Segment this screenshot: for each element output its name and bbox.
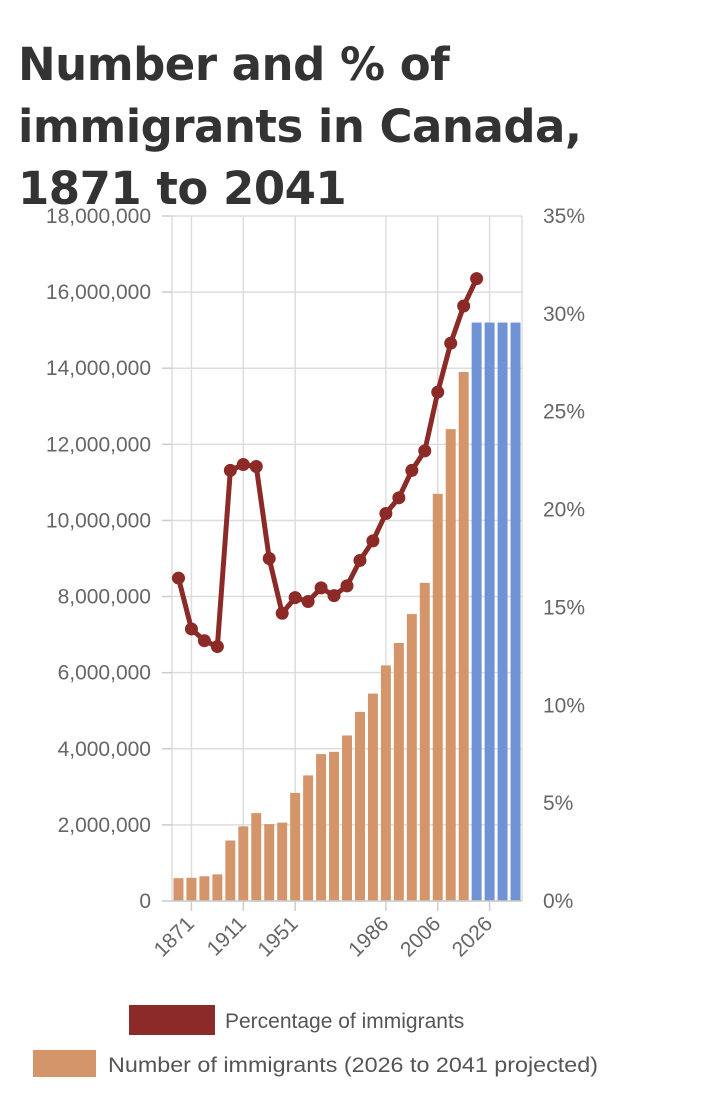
bar bbox=[316, 754, 327, 901]
line-point bbox=[444, 336, 458, 350]
x-tick-label: 1986 bbox=[344, 912, 393, 961]
line-point bbox=[314, 581, 328, 595]
line-point bbox=[392, 491, 406, 505]
y-right-tick-label: 35% bbox=[543, 205, 585, 228]
y-right-tick-label: 10% bbox=[543, 694, 585, 717]
line-point bbox=[457, 299, 471, 313]
bar bbox=[303, 775, 314, 901]
bar bbox=[458, 372, 469, 901]
legend: Percentage of immigrants Number of immigr… bbox=[33, 1005, 598, 1077]
line-series bbox=[171, 272, 484, 654]
y-left-tick-label: 12,000,000 bbox=[46, 433, 151, 456]
y-left-tick-label: 4,000,000 bbox=[58, 738, 151, 761]
y-left-tick-label: 10,000,000 bbox=[46, 509, 151, 532]
line-point bbox=[184, 622, 198, 636]
bar bbox=[173, 878, 184, 901]
line-point bbox=[223, 463, 237, 477]
x-tick-label: 1871 bbox=[150, 912, 199, 961]
line-point bbox=[405, 463, 419, 477]
bar bbox=[380, 665, 391, 901]
line-point bbox=[249, 460, 263, 474]
bar bbox=[367, 693, 378, 901]
bar bbox=[406, 614, 417, 901]
line-point bbox=[275, 606, 289, 620]
line-point bbox=[340, 579, 354, 593]
bar bbox=[484, 322, 495, 901]
bar bbox=[432, 493, 443, 901]
bar bbox=[264, 824, 275, 901]
chart-title: Number and % of immigrants in Canada, 18… bbox=[18, 38, 582, 215]
bar bbox=[497, 322, 508, 901]
y-left-tick-label: 8,000,000 bbox=[58, 586, 151, 609]
legend-swatch-number bbox=[33, 1050, 96, 1077]
legend-swatch-percentage bbox=[129, 1005, 215, 1035]
bar bbox=[393, 642, 404, 901]
y-left-tick-label: 6,000,000 bbox=[58, 662, 151, 685]
bar bbox=[238, 826, 249, 901]
y-left-tick-label: 18,000,000 bbox=[46, 205, 151, 228]
line-point bbox=[171, 571, 185, 585]
bar bbox=[186, 877, 197, 901]
bar bbox=[251, 813, 262, 901]
x-tick-label: 1951 bbox=[253, 912, 302, 961]
legend-label-number: Number of immigrants (2026 to 2041 proje… bbox=[108, 1054, 598, 1077]
bar bbox=[419, 582, 430, 901]
y-right-tick-label: 5% bbox=[543, 792, 573, 815]
line-point bbox=[288, 591, 302, 605]
y-right-tick-label: 20% bbox=[543, 499, 585, 522]
y-left-tick-label: 16,000,000 bbox=[46, 281, 151, 304]
bar bbox=[471, 322, 482, 901]
line-point bbox=[470, 272, 484, 286]
y-left-tick-label: 0 bbox=[139, 890, 151, 913]
y-right-tick-label: 25% bbox=[543, 401, 585, 424]
line-point bbox=[431, 385, 445, 399]
x-tick-label: 2006 bbox=[396, 912, 445, 961]
bar bbox=[290, 792, 301, 901]
line-path bbox=[176, 277, 479, 650]
line-point bbox=[210, 640, 224, 654]
x-tick-label: 1911 bbox=[203, 912, 251, 960]
bar bbox=[329, 751, 340, 901]
line-point bbox=[301, 595, 315, 609]
line-point bbox=[418, 444, 432, 458]
bar-series bbox=[173, 322, 521, 901]
line-point bbox=[197, 634, 211, 648]
line-point bbox=[327, 589, 341, 603]
bar bbox=[277, 822, 288, 901]
y-left-tick-label: 2,000,000 bbox=[58, 814, 151, 837]
bar bbox=[445, 429, 456, 901]
y-right-tick-label: 30% bbox=[543, 303, 585, 326]
bar bbox=[225, 840, 236, 901]
line-point bbox=[379, 506, 393, 520]
bar bbox=[510, 322, 521, 901]
bar bbox=[342, 735, 352, 901]
y-left-tick-label: 14,000,000 bbox=[46, 357, 151, 380]
line-point bbox=[262, 552, 276, 565]
line-point bbox=[236, 458, 250, 472]
bar bbox=[212, 874, 223, 901]
line-point bbox=[366, 534, 380, 548]
y-right-tick-label: 15% bbox=[543, 596, 585, 619]
y-right-tick-label: 0% bbox=[543, 890, 573, 913]
bar bbox=[199, 876, 210, 901]
bar bbox=[354, 711, 365, 901]
legend-label-percentage: Percentage of immigrants bbox=[225, 1010, 464, 1033]
x-tick-label: 2026 bbox=[448, 912, 497, 961]
line-point bbox=[353, 553, 367, 567]
